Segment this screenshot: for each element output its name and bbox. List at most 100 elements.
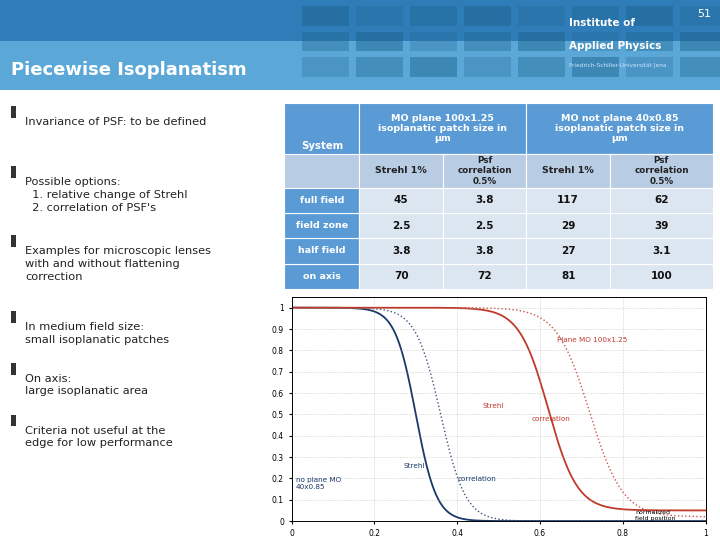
Text: Institute of: Institute of	[569, 18, 635, 28]
Bar	[359, 154, 443, 188]
Bar	[443, 264, 526, 289]
Text: Strehl 1%: Strehl 1%	[542, 166, 594, 176]
Bar	[12, 363, 17, 375]
Text: 3.1: 3.1	[652, 246, 670, 256]
Bar	[359, 188, 443, 213]
Bar	[610, 188, 713, 213]
Text: 39: 39	[654, 221, 669, 231]
Bar	[443, 154, 526, 188]
Bar	[302, 57, 349, 77]
Bar	[680, 57, 720, 77]
Text: 29: 29	[561, 221, 575, 231]
Bar	[359, 238, 443, 264]
Bar	[12, 311, 17, 323]
Text: on axis: on axis	[303, 272, 341, 281]
Bar	[464, 57, 511, 77]
Bar	[359, 213, 443, 238]
Bar	[680, 31, 720, 51]
Text: field zone: field zone	[296, 221, 348, 230]
Text: MO plane 100x1.25
isoplanatic patch size in
μm: MO plane 100x1.25 isoplanatic patch size…	[379, 113, 508, 144]
Bar	[443, 188, 526, 213]
Bar	[518, 6, 565, 26]
Text: 45: 45	[394, 195, 408, 205]
Text: 70: 70	[394, 271, 408, 281]
Text: 72: 72	[477, 271, 492, 281]
Bar	[572, 6, 619, 26]
Bar	[610, 238, 713, 264]
Text: Piecewise Isoplanatism: Piecewise Isoplanatism	[11, 62, 246, 79]
Bar	[12, 106, 17, 118]
Bar	[464, 6, 511, 26]
Bar	[572, 57, 619, 77]
Text: 117: 117	[557, 195, 579, 205]
Text: Strehl 1%: Strehl 1%	[375, 166, 427, 176]
Bar	[680, 6, 720, 26]
Bar	[284, 213, 359, 238]
Text: Psf
correlation
0.5%: Psf correlation 0.5%	[457, 156, 512, 186]
Bar	[302, 6, 349, 26]
Bar	[356, 31, 403, 51]
Text: 51: 51	[698, 9, 711, 19]
Text: 3.8: 3.8	[392, 246, 410, 256]
Bar	[572, 31, 619, 51]
Bar	[518, 31, 565, 51]
Text: MO not plane 40x0.85
isoplanatic patch size in
μm: MO not plane 40x0.85 isoplanatic patch s…	[555, 113, 684, 144]
Bar	[356, 57, 403, 77]
Text: Applied Physics: Applied Physics	[569, 40, 661, 51]
Bar	[284, 238, 359, 264]
Bar	[284, 103, 359, 188]
Bar	[610, 154, 713, 188]
Bar	[443, 213, 526, 238]
Bar	[464, 31, 511, 51]
Text: Strehl: Strehl	[403, 463, 425, 469]
Text: System: System	[301, 140, 343, 151]
Bar	[610, 264, 713, 289]
Bar	[302, 31, 349, 51]
Bar	[526, 154, 610, 188]
Bar	[526, 213, 610, 238]
Text: Plane MO 100x1.25: Plane MO 100x1.25	[557, 337, 627, 343]
Bar	[443, 238, 526, 264]
Text: correlation: correlation	[531, 416, 570, 422]
Bar	[12, 166, 17, 178]
Bar	[0, 0, 720, 40]
Text: Psf
correlation
0.5%: Psf correlation 0.5%	[634, 156, 688, 186]
Bar	[284, 264, 359, 289]
Bar	[526, 188, 610, 213]
Text: 3.8: 3.8	[475, 195, 494, 205]
Bar	[626, 31, 673, 51]
Bar	[626, 6, 673, 26]
Text: no plane MO
40x0.85: no plane MO 40x0.85	[296, 477, 341, 490]
Bar	[518, 57, 565, 77]
Bar	[284, 154, 359, 188]
Bar	[410, 6, 457, 26]
Bar	[12, 235, 17, 247]
Bar	[626, 57, 673, 77]
Text: Examples for microscopic lenses
with and without flattening
correction: Examples for microscopic lenses with and…	[25, 246, 211, 282]
Text: In medium field size:
small isoplanatic patches: In medium field size: small isoplanatic …	[25, 322, 169, 345]
Bar	[526, 103, 713, 154]
Text: half field: half field	[298, 246, 346, 255]
Text: normalized
field position: normalized field position	[635, 510, 676, 521]
Bar	[356, 6, 403, 26]
Text: full field: full field	[300, 196, 344, 205]
Bar	[359, 264, 443, 289]
Text: 81: 81	[561, 271, 575, 281]
Text: Criteria not useful at the
edge for low performance: Criteria not useful at the edge for low …	[25, 426, 173, 448]
Bar	[12, 415, 17, 427]
Text: 2.5: 2.5	[392, 221, 410, 231]
Text: 27: 27	[561, 246, 575, 256]
Text: Strehl: Strehl	[482, 403, 503, 409]
Text: Friedrich-Schiller-Universität Jena: Friedrich-Schiller-Universität Jena	[569, 63, 666, 68]
Bar	[526, 264, 610, 289]
Text: 62: 62	[654, 195, 669, 205]
Bar	[526, 238, 610, 264]
Bar	[359, 103, 526, 154]
Bar	[410, 31, 457, 51]
Text: Invariance of PSF: to be defined: Invariance of PSF: to be defined	[25, 117, 207, 127]
Text: On axis:
large isoplanatic area: On axis: large isoplanatic area	[25, 374, 148, 396]
Text: 3.8: 3.8	[475, 246, 494, 256]
Bar	[410, 57, 457, 77]
Text: correlation: correlation	[457, 476, 496, 482]
Text: 2.5: 2.5	[475, 221, 494, 231]
